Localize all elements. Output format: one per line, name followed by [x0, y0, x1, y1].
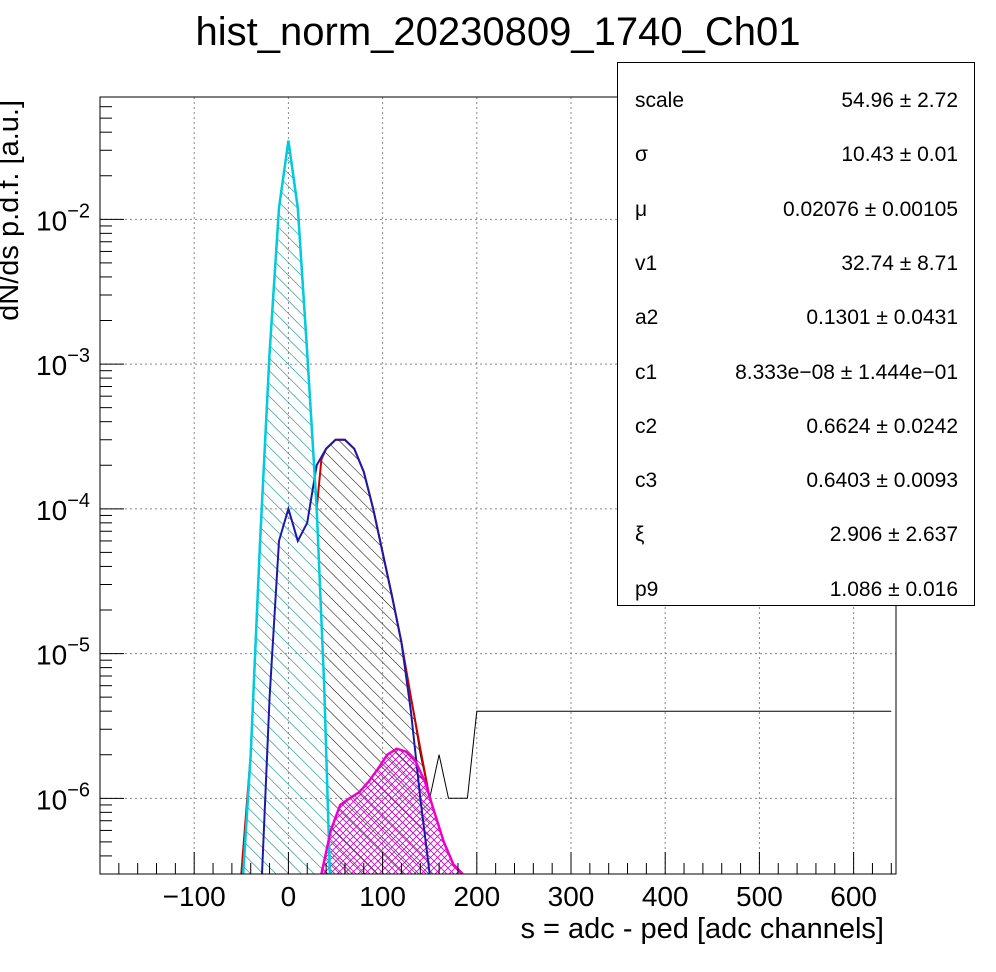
stat-name: scale: [635, 89, 685, 112]
y-axis-label: dN/ds p.d.f. [a.u.]: [0, 100, 25, 321]
x-tick-label: 100: [359, 881, 406, 912]
stat-name: σ: [635, 143, 648, 167]
double-pe-hatched-area: [321, 748, 463, 874]
stat-row: p9 1.086 ± 0.016: [618, 562, 974, 616]
stat-value: 54.96 ± 2.72: [841, 89, 958, 112]
x-tick-label: −100: [163, 881, 226, 912]
pedestal-curve: [241, 140, 332, 874]
x-axis-label: s = adc - ped [adc channels]: [520, 913, 884, 945]
stat-row: c1 8.333e−08 ± 1.444e−01: [618, 345, 974, 399]
stat-name: a2: [635, 306, 659, 330]
series-lines: [240, 140, 892, 874]
x-tick-label: 600: [830, 881, 877, 912]
stat-name: v1: [635, 251, 658, 275]
stat-name: c2: [635, 414, 658, 438]
y-tick-label: 10−2: [36, 200, 90, 236]
fit-statistics-box: scale 54.96 ± 2.72 σ 10.43 ± 0.01 μ 0.02076 ±…: [617, 62, 975, 606]
stat-name: μ: [635, 197, 648, 221]
double-pe-curve: [320, 747, 464, 874]
stat-value: 0.6624 ± 0.0242: [806, 414, 958, 438]
stat-row: μ 0.02076 ± 0.00105: [618, 182, 974, 236]
stat-row: σ 10.43 ± 0.01: [618, 127, 974, 181]
stat-name: ξ: [635, 523, 645, 547]
x-tick-label: 300: [548, 881, 595, 912]
stat-row: c3 0.6403 ± 0.0093: [618, 453, 974, 507]
stat-value: 1.086 ± 0.016: [829, 577, 958, 601]
y-tick-label: 10−3: [36, 345, 90, 381]
x-tick-label: 0: [281, 881, 297, 912]
stat-value: 0.6403 ± 0.0093: [806, 469, 958, 493]
stat-name: p9: [635, 577, 659, 601]
stat-value: 0.02076 ± 0.00105: [782, 197, 958, 221]
stat-row: ξ 2.906 ± 2.637: [618, 507, 974, 561]
single-pe-curve: [261, 438, 431, 874]
stat-value: 0.1301 ± 0.0431: [806, 306, 958, 330]
stat-row: v1 32.74 ± 8.71: [618, 236, 974, 290]
stat-name: c1: [635, 360, 658, 384]
stat-row: c2 0.6624 ± 0.0242: [618, 399, 974, 453]
stat-value: 2.906 ± 2.637: [829, 523, 958, 547]
stat-name: c3: [635, 469, 658, 493]
stat-row: a2 0.1301 ± 0.0431: [618, 290, 974, 344]
stat-row: scale 54.96 ± 2.72: [618, 73, 974, 127]
filled-areas: [241, 140, 463, 874]
axis-ticks: −100 0 100 200 300 400 500 600 10−6 10−5 10−4 10−3 1…: [36, 96, 892, 912]
pedestal-hatched-area: [243, 140, 330, 874]
x-tick-label: 500: [736, 881, 783, 912]
y-tick-label: 10−6: [36, 779, 90, 815]
x-tick-label: 400: [642, 881, 689, 912]
y-tick-label: 10−4: [36, 490, 90, 526]
stat-value: 8.333e−08 ± 1.444e−01: [735, 360, 958, 384]
chart-title: hist_norm_20230809_1740_Ch01: [195, 10, 801, 54]
stat-value: 10.43 ± 0.01: [841, 143, 958, 167]
y-tick-label: 10−5: [36, 635, 90, 671]
x-tick-label: 200: [453, 881, 500, 912]
stat-value: 32.74 ± 8.71: [841, 251, 958, 275]
